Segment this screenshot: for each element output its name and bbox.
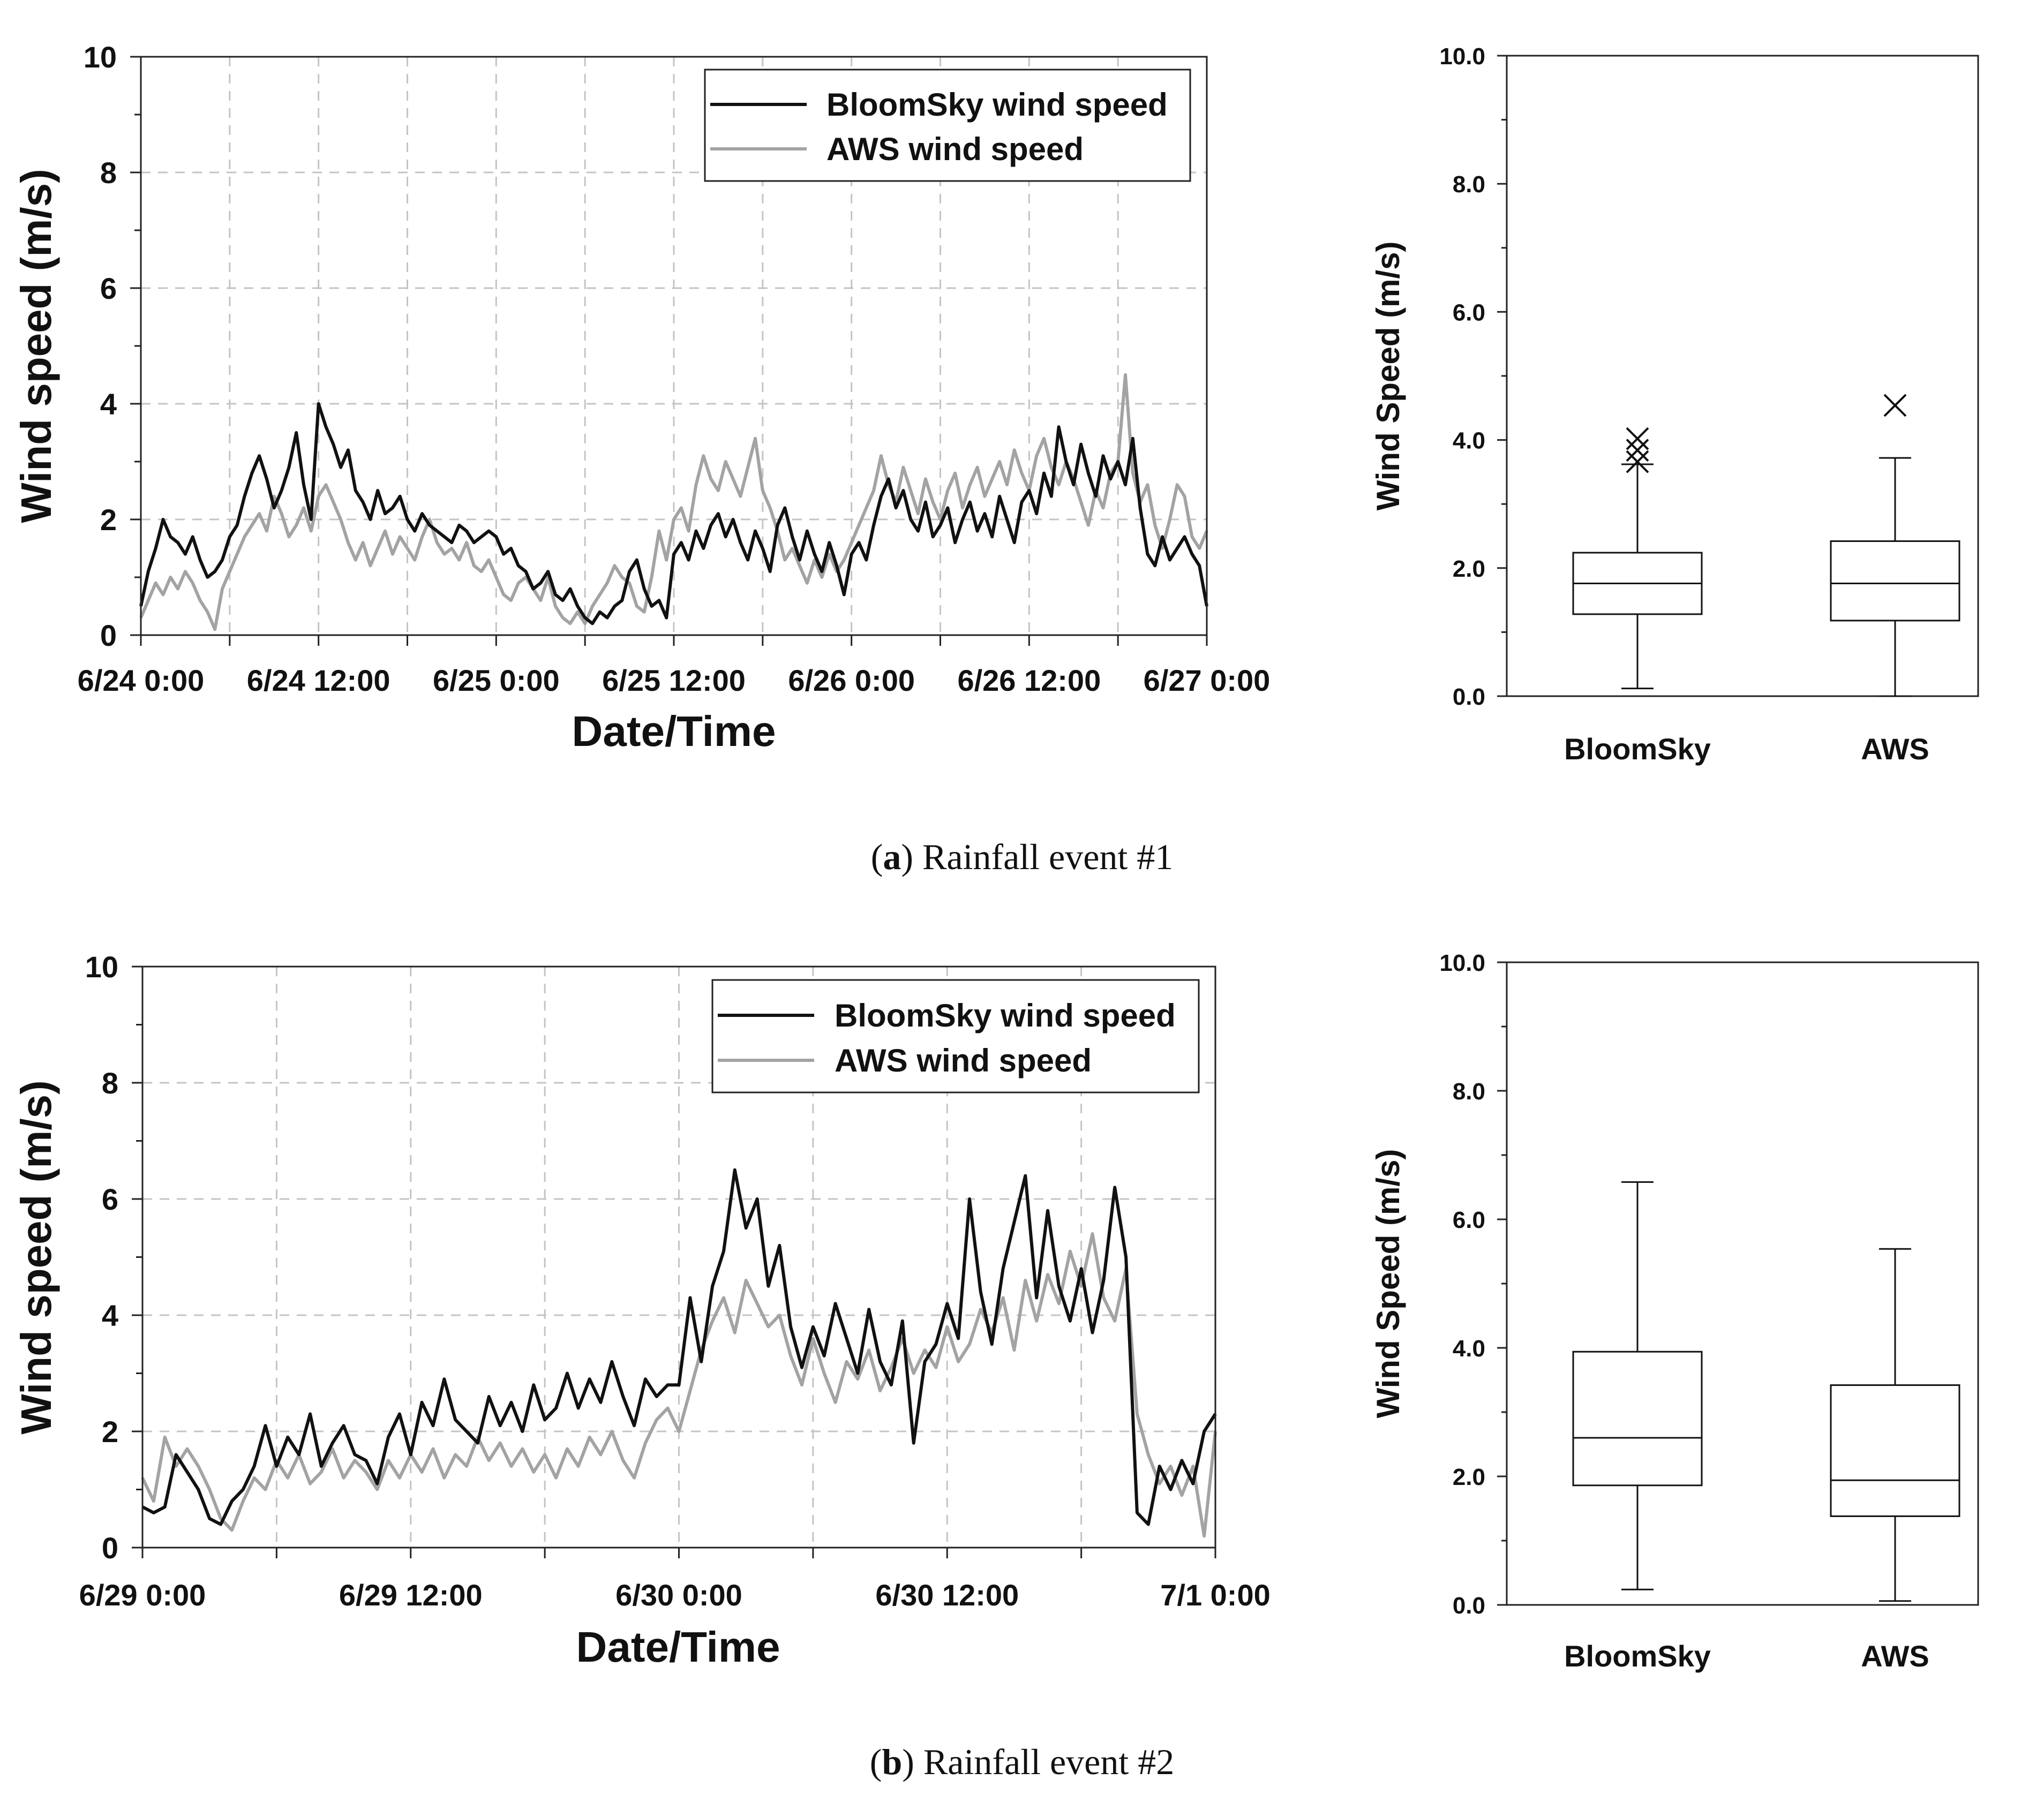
legend: BloomSky wind speed AWS wind speed (704, 69, 1191, 182)
y-tick-label: 2.0 (1453, 1464, 1485, 1490)
caption-a: (a) Rainfall event #1 (871, 836, 1174, 877)
legend-label-bloomsky: BloomSky wind speed (826, 87, 1168, 123)
y-axis-title: Wind Speed (m/s) (1370, 1149, 1406, 1419)
category-label-bloomsky: BloomSky (1564, 1639, 1711, 1673)
outlier-stroke (1626, 427, 1649, 450)
box-plot-event-1: 0.0 2.0 4.0 6.0 8.0 10.0 BloomSky AWS Wind Spe… (1370, 43, 1979, 766)
x-tick-label: 6/25 0:00 (433, 663, 560, 697)
y-tick-label: 6 (102, 1182, 118, 1216)
legend-box (704, 69, 1191, 182)
x-tick-label: 6/29 0:00 (79, 1578, 206, 1612)
y-tick-label: 8 (100, 156, 117, 190)
category-label-bloomsky: BloomSky (1564, 732, 1711, 766)
box-layer: BloomSky AWS (1564, 394, 1960, 766)
outlier-marker-aws (1883, 394, 1907, 417)
y-tick-label: 10 (84, 40, 117, 74)
x-tick-label: 7/1 0:00 (1160, 1578, 1271, 1612)
series-line-aws (141, 1232, 1217, 1538)
box-plot-event-2: 0.0 2.0 4.0 6.0 8.0 10.0 BloomSky AWS Wind Spe… (1370, 950, 1979, 1673)
y-tick-label: 10.0 (1439, 950, 1485, 976)
iqr-box-bloomsky (1572, 1351, 1703, 1487)
y-tick-label: 6.0 (1453, 299, 1485, 326)
x-axis-title: Date/Time (572, 707, 776, 755)
caption-text: Rainfall event #1 (922, 836, 1173, 877)
x-axis-title: Date/Time (576, 1623, 780, 1671)
axis-ticks: 0.0 2.0 4.0 6.0 8.0 10.0 (1439, 43, 1507, 710)
legend-box (711, 979, 1200, 1093)
y-tick-label: 4.0 (1453, 1336, 1485, 1362)
y-tick-label: 10.0 (1439, 43, 1485, 70)
line-chart-event-2: 0 2 4 6 8 10 6/29 0:00 6/29 12:00 6/30 0:00 6/30 … (12, 950, 1271, 1671)
y-tick-label: 0 (102, 1531, 118, 1565)
y-tick-label: 6 (100, 271, 117, 305)
axis-ticks: 0 2 4 6 8 10 6/29 0:00 6/29 12:00 6/30 0:00 6/30 … (79, 950, 1271, 1612)
y-tick-label: 0.0 (1453, 684, 1485, 710)
outlier-stroke (1626, 450, 1649, 473)
x-tick-label: 6/29 12:00 (339, 1578, 483, 1612)
box-layer: BloomSky AWS (1564, 1181, 1960, 1673)
legend-label-bloomsky: BloomSky wind speed (835, 998, 1176, 1034)
y-tick-label: 2 (100, 503, 117, 537)
y-axis-title: Wind speed (m/s) (12, 169, 60, 523)
outlier-stroke (1883, 394, 1907, 417)
series-layer (139, 373, 1208, 631)
caption-letter: b (882, 1741, 902, 1782)
iqr-box-aws (1830, 1384, 1960, 1517)
x-tick-label: 6/30 12:00 (875, 1578, 1019, 1612)
axis-ticks: 0 2 4 6 8 10 6/24 0:00 6/24 12:00 6/25 0:00 6/25 … (78, 40, 1271, 697)
x-tick-label: 6/26 12:00 (957, 663, 1101, 697)
x-tick-label: 6/26 0:00 (788, 663, 915, 697)
legend-label-aws: AWS wind speed (835, 1043, 1092, 1078)
series-line-bloomsky (139, 402, 1208, 625)
outlier-stroke (1626, 439, 1649, 462)
y-tick-label: 10 (85, 950, 118, 984)
y-tick-label: 0 (100, 619, 117, 652)
caption-letter: a (883, 836, 901, 877)
category-label-aws: AWS (1861, 732, 1929, 766)
x-tick-label: 6/27 0:00 (1144, 663, 1271, 697)
x-tick-label: 6/30 0:00 (615, 1578, 742, 1612)
caption-b: (b) Rainfall event #2 (870, 1741, 1174, 1782)
iqr-box-aws (1830, 540, 1960, 622)
y-tick-label: 4 (102, 1299, 118, 1332)
series-line-bloomsky (141, 1168, 1217, 1526)
x-tick-label: 6/24 0:00 (78, 663, 205, 697)
legend: BloomSky wind speed AWS wind speed (711, 979, 1200, 1093)
axis-ticks: 0.0 2.0 4.0 6.0 8.0 10.0 (1439, 950, 1507, 1619)
caption-text: Rainfall event #2 (923, 1741, 1174, 1782)
y-tick-label: 8.0 (1453, 1078, 1485, 1105)
y-axis-title: Wind Speed (m/s) (1370, 242, 1406, 511)
y-tick-label: 6.0 (1453, 1207, 1485, 1233)
y-tick-label: 2 (102, 1415, 118, 1449)
x-tick-label: 6/24 12:00 (247, 663, 390, 697)
y-tick-label: 2.0 (1453, 556, 1485, 582)
outlier-marker-bloomsky (1626, 450, 1649, 473)
y-tick-label: 0.0 (1453, 1593, 1485, 1619)
line-chart-event-1: 0 2 4 6 8 10 6/24 0:00 6/24 12:00 6/25 0:00 6/25 … (12, 40, 1270, 755)
series-layer (141, 1168, 1217, 1538)
y-tick-label: 4.0 (1453, 428, 1485, 454)
y-tick-label: 8.0 (1453, 171, 1485, 198)
y-axis-title: Wind speed (m/s) (12, 1080, 60, 1435)
y-tick-label: 8 (102, 1066, 118, 1100)
outlier-marker-bloomsky (1626, 427, 1649, 450)
y-tick-label: 4 (100, 387, 117, 421)
category-label-aws: AWS (1861, 1639, 1929, 1673)
legend-label-aws: AWS wind speed (826, 131, 1084, 167)
outlier-marker-bloomsky (1626, 439, 1649, 462)
x-tick-label: 6/25 12:00 (602, 663, 746, 697)
